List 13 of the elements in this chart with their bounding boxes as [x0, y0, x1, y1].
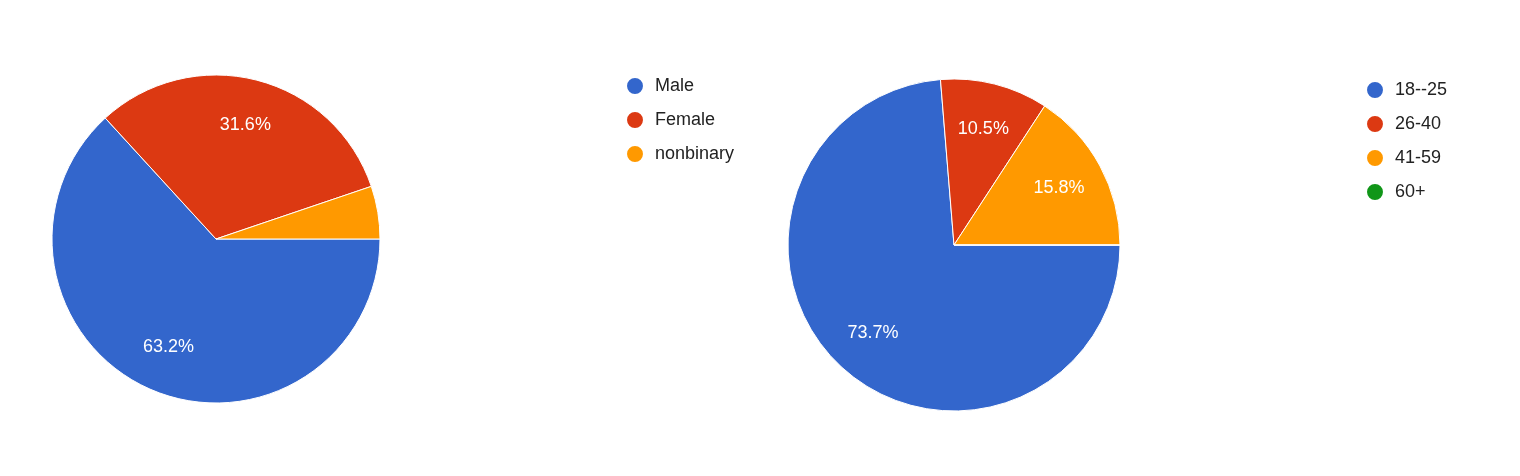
- data-label: 63.2%: [142, 336, 194, 357]
- legend-label: Female: [655, 109, 716, 129]
- legend-label: 26-40: [1395, 113, 1442, 133]
- pie-slice: [787, 79, 1121, 412]
- data-label: 10.5%: [957, 118, 1009, 139]
- data-label: 15.8%: [1033, 177, 1085, 198]
- legend-label: 41-59: [1395, 147, 1442, 167]
- legend-label: 60+: [1395, 181, 1426, 201]
- legend-label: Male: [655, 75, 695, 95]
- legend-label: nonbinary: [655, 143, 735, 163]
- data-label: 31.6%: [219, 113, 271, 134]
- legend-label: 18--25: [1395, 79, 1448, 99]
- data-label: 73.7%: [847, 321, 899, 342]
